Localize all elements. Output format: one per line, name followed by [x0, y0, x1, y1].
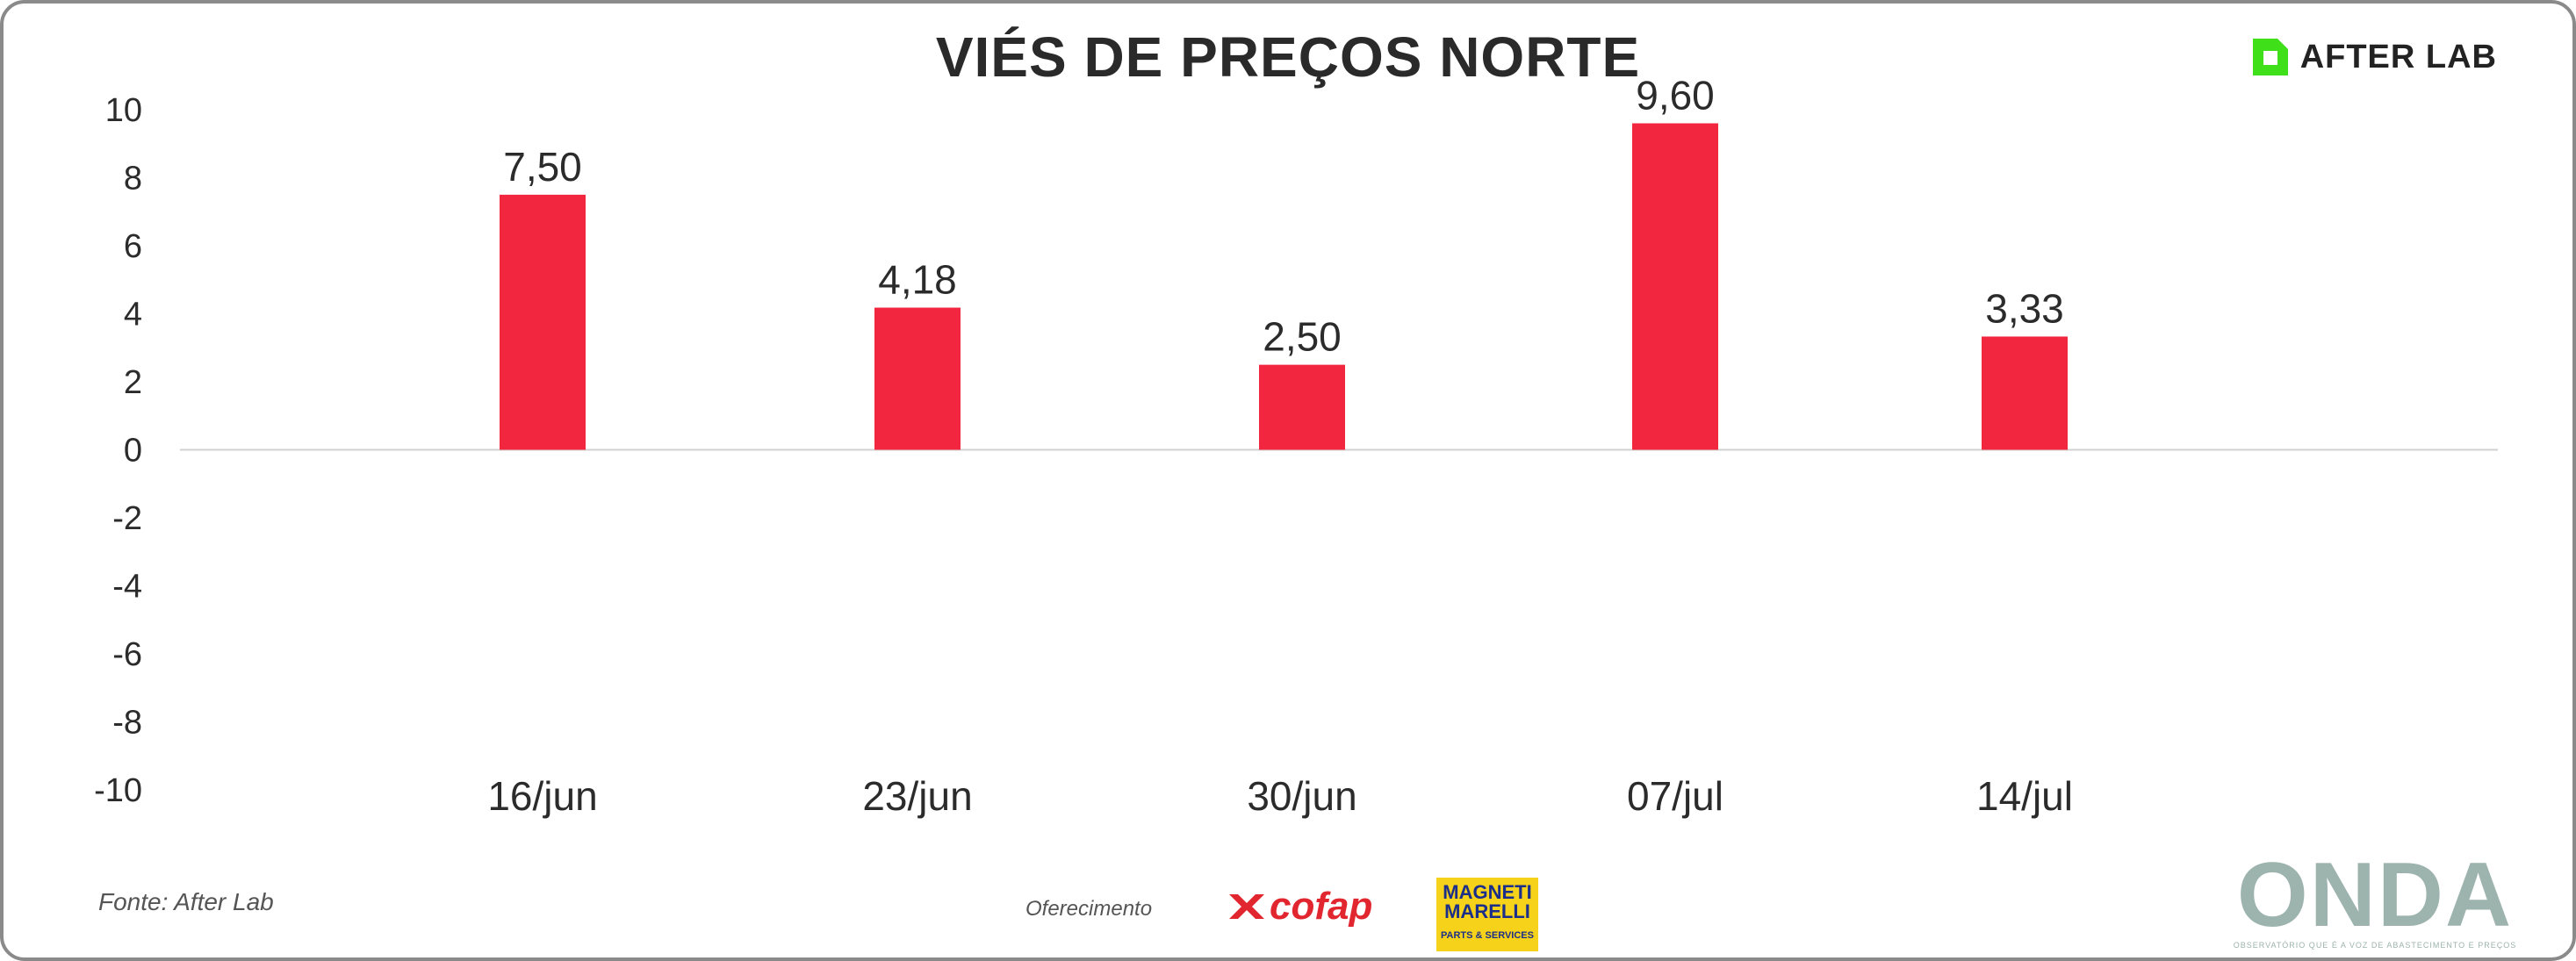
- y-tick-label: -8: [112, 705, 142, 742]
- bars-group: [500, 123, 2068, 450]
- y-tick-label: 4: [124, 297, 142, 333]
- x-tick-label: 07/jul: [1627, 773, 1723, 819]
- data-label: 2,50: [1263, 314, 1342, 360]
- afterlab-mark-icon: [2252, 39, 2288, 75]
- chart-title: VIÉS DE PREÇOS NORTE: [935, 25, 1641, 89]
- y-axis: 10 8 6 4 2 0 -2 -4 -6 -8 -10: [94, 92, 142, 809]
- y-tick-label: 2: [124, 364, 142, 401]
- sponsor-label: Oferecimento: [1025, 897, 1153, 921]
- bar: [874, 307, 961, 450]
- cofap-logo-text: cofap: [1270, 885, 1373, 928]
- data-labels-group: 7,50 4,18 2,50 9,60 3,33: [503, 73, 2064, 360]
- y-tick-label: -2: [112, 500, 142, 537]
- y-tick-label: 8: [124, 161, 142, 197]
- bar: [1259, 364, 1345, 450]
- x-tick-label: 14/jul: [1976, 773, 2073, 819]
- y-tick-label: 10: [105, 92, 142, 129]
- y-tick-label: -6: [112, 636, 142, 673]
- onda-logo: ONDA OBSERVATÓRIO QUE É A VOZ DE ABASTEC…: [2230, 850, 2520, 950]
- y-tick-label: -4: [112, 569, 142, 606]
- bar: [1982, 336, 2068, 450]
- data-label: 7,50: [503, 144, 582, 190]
- x-axis: 16/jun 23/jun 30/jun 07/jul 14/jul: [487, 773, 2073, 819]
- magneti-marelli-logo: MAGNETI MARELLI PARTS & SERVICES: [1436, 878, 1538, 951]
- afterlab-logo-text: AFTER LAB: [2299, 38, 2497, 75]
- x-tick-label: 23/jun: [862, 773, 972, 819]
- bar: [500, 194, 586, 450]
- source-note: Fonte: After Lab: [98, 888, 274, 915]
- y-tick-label: -10: [94, 772, 142, 809]
- afterlab-logo: AFTER LAB: [2248, 35, 2497, 79]
- onda-logo-tagline: OBSERVATÓRIO QUE É A VOZ DE ABASTECIMENT…: [2233, 941, 2517, 950]
- x-tick-label: 30/jun: [1247, 773, 1356, 819]
- y-tick-label: 6: [124, 228, 142, 265]
- data-label: 4,18: [878, 257, 957, 303]
- onda-logo-text: ONDA: [2236, 844, 2514, 946]
- data-label: 9,60: [1636, 73, 1715, 118]
- cofap-logo: cofap: [1226, 885, 1372, 929]
- magneti-logo-subtitle: PARTS & SERVICES: [1441, 930, 1534, 941]
- cofap-x-icon: [1229, 894, 1264, 919]
- y-tick-label: 0: [124, 433, 142, 470]
- data-label: 3,33: [1985, 285, 2064, 331]
- x-tick-label: 16/jun: [487, 773, 597, 819]
- bar: [1632, 123, 1718, 450]
- magneti-logo-text: MAGNETI MARELLI: [1443, 881, 1532, 922]
